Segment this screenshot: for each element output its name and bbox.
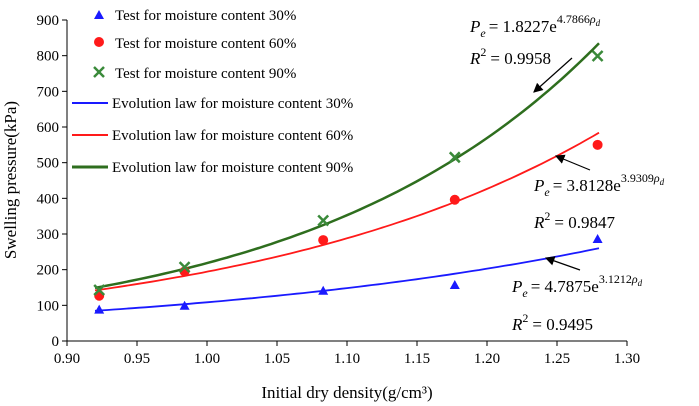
y-ticks: 0 100 200 300 400 500 600 700 800 900 [37,13,67,350]
legend-item-law-30: Evolution law for moisture content 30% [72,96,353,112]
legend-label: Evolution law for moisture content 30% [112,96,353,112]
equation-fit-30: Pe = 4.7875e3.1212ρd [511,272,643,300]
legend-swatch-circle [94,37,104,47]
legend-label: Evolution law for moisture content 60% [112,128,353,144]
data-point-60 [449,194,460,205]
data-point-30 [592,233,603,243]
y-tick-label: 600 [37,120,60,136]
legend-item-law-60: Evolution law for moisture content 60% [72,128,353,144]
y-tick-label: 800 [37,49,60,65]
legend-item-test-60: Test for moisture content 60% [94,36,296,52]
data-point-90 [93,284,106,296]
x-tick-label: 0.95 [124,351,150,367]
x-tick-label: 1.30 [614,351,640,367]
fit-curves [94,42,600,312]
fit-curve-30 [94,247,600,312]
legend-item-test-30: Test for moisture content 30% [94,8,296,24]
data-point-90 [448,151,461,164]
fit-curve-90 [94,42,600,290]
annotation-fit-90: Pe = 1.8227e4.7866ρd R2 = 0.9958 [469,12,601,93]
legend-label: Test for moisture content 60% [115,36,296,52]
legend-label: Test for moisture content 90% [115,66,296,82]
data-point-60 [592,139,603,150]
x-ticks: 0.90 0.95 1.00 1.05 1.10 1.15 1.20 1.25 1.30 [54,341,640,367]
data-point-90 [178,261,191,274]
x-tick-label: 1.25 [544,351,570,367]
annotation-fit-30: Pe = 4.7875e3.1212ρd R2 = 0.9495 [511,256,643,334]
annotation-fit-60: Pe = 3.8128e3.9309ρd R2 = 0.9847 [533,154,665,232]
y-tick-label: 400 [37,191,60,207]
data-point-30 [449,280,460,290]
legend-item-test-90: Test for moisture content 90% [93,66,296,82]
equation-fit-90: Pe = 1.8227e4.7866ρd [469,12,601,40]
r-squared-fit-60: R2 = 0.9847 [533,209,615,232]
x-tick-label: 1.20 [474,351,500,367]
x-tick-label: 1.15 [404,351,430,367]
legend-swatch-triangle [94,10,104,19]
data-point-30 [318,285,329,295]
data-point-30 [179,300,190,310]
y-tick-label: 900 [37,13,60,29]
y-tick-label: 0 [52,334,60,350]
x-tick-label: 1.10 [334,351,360,367]
fit-curve-60 [94,131,600,292]
y-tick-label: 500 [37,156,60,172]
x-tick-label: 0.90 [54,351,80,367]
legend-label: Test for moisture content 30% [115,8,296,24]
annotation-arrow [533,57,573,93]
y-tick-label: 300 [37,227,60,243]
legend: Test for moisture content 30% Test for m… [72,8,353,176]
annotation-arrow [554,154,591,171]
data-point-30 [94,304,105,314]
y-tick-label: 200 [37,263,60,279]
markers [93,50,604,314]
legend-label: Evolution law for moisture content 90% [112,160,353,176]
data-point-60 [318,235,329,246]
legend-swatch-x [93,66,105,78]
r-squared-fit-90: R2 = 0.9958 [469,45,551,68]
equation-fit-60: Pe = 3.8128e3.9309ρd [533,171,665,199]
legend-item-law-90: Evolution law for moisture content 90% [72,160,353,176]
data-point-90 [591,50,604,62]
x-axis-title: Initial dry density(g/cm³) [261,383,432,402]
x-tick-label: 1.00 [194,351,220,367]
annotation-arrow [544,256,581,271]
y-tick-label: 700 [37,84,60,100]
data-point-90 [317,214,330,227]
y-tick-label: 100 [37,298,60,314]
x-tick-label: 1.05 [264,351,290,367]
r-squared-fit-30: R2 = 0.9495 [511,311,593,334]
y-axis-title: Swelling pressure(kPa) [1,101,20,259]
